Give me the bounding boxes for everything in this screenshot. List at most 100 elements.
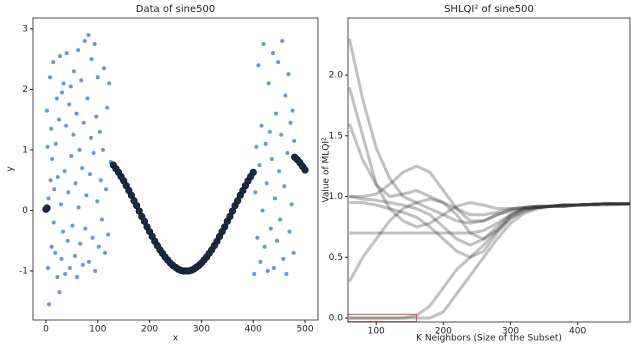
point <box>47 302 52 307</box>
point <box>69 153 74 158</box>
point <box>63 272 68 277</box>
point <box>74 111 79 116</box>
point <box>61 229 66 234</box>
point <box>73 181 78 186</box>
point <box>96 244 101 249</box>
point <box>282 184 287 189</box>
point <box>104 187 109 192</box>
point <box>88 172 92 177</box>
point <box>57 54 62 59</box>
point <box>76 48 81 53</box>
point <box>93 268 98 273</box>
line <box>347 86 630 229</box>
point <box>86 259 91 264</box>
point <box>281 256 286 261</box>
x-tick-label: 500 <box>296 325 313 335</box>
point <box>270 51 275 56</box>
plot-area <box>42 32 309 307</box>
point <box>261 42 266 47</box>
point <box>275 238 280 243</box>
line <box>349 202 630 320</box>
point <box>71 132 76 137</box>
point <box>265 268 270 273</box>
point <box>95 75 100 80</box>
point <box>95 199 100 204</box>
point <box>106 232 111 237</box>
point <box>71 69 76 74</box>
point <box>291 250 296 255</box>
point <box>301 166 309 174</box>
x-tick-label: 0 <box>43 325 49 335</box>
point <box>86 32 91 37</box>
point <box>78 241 83 246</box>
y-tick-label: -1 <box>19 266 28 276</box>
point <box>89 57 94 62</box>
point <box>292 138 297 143</box>
line <box>349 164 630 223</box>
point <box>262 244 267 249</box>
point <box>49 244 54 249</box>
point <box>53 141 58 146</box>
x-tick-label: 200 <box>435 327 452 337</box>
point <box>48 178 53 183</box>
line <box>348 197 630 283</box>
point <box>290 108 295 113</box>
y-tick-label: 0.0 <box>329 313 344 323</box>
x-axis-label: K Neighbors (Size of the Subset) <box>416 334 562 344</box>
point <box>249 168 257 176</box>
point <box>100 147 105 152</box>
point <box>280 38 285 43</box>
point <box>285 150 290 155</box>
point <box>259 123 264 128</box>
point <box>80 262 85 267</box>
y-tick-label: 2 <box>22 85 28 95</box>
point <box>67 102 72 107</box>
point <box>89 135 94 140</box>
point <box>52 187 57 192</box>
chart-title: Data of sine500 <box>136 4 215 15</box>
point <box>44 108 49 113</box>
point <box>60 90 65 95</box>
point <box>54 96 59 101</box>
y-axis-label: Value of MLQI² <box>322 137 332 203</box>
x-tick-label: 200 <box>141 325 158 335</box>
point <box>53 250 58 255</box>
point <box>98 178 103 183</box>
point <box>271 265 276 270</box>
plot-area <box>347 38 631 323</box>
point <box>287 229 292 234</box>
point <box>90 235 95 240</box>
point <box>79 78 84 83</box>
point <box>252 272 257 277</box>
point <box>75 275 80 280</box>
point <box>269 157 274 162</box>
point <box>64 123 69 128</box>
point <box>258 259 263 264</box>
point <box>94 114 99 119</box>
x-tick-label: 400 <box>245 325 262 335</box>
point <box>66 190 71 195</box>
point <box>62 169 67 174</box>
point <box>55 175 60 180</box>
point <box>272 196 277 201</box>
y-tick-label: 0.5 <box>329 253 343 263</box>
point <box>274 111 279 116</box>
line <box>347 123 630 217</box>
point <box>257 163 262 168</box>
point <box>279 132 284 137</box>
point <box>266 81 271 86</box>
point <box>45 144 50 149</box>
chart-title: SHLQI² of sine500 <box>444 4 534 15</box>
point <box>101 66 106 71</box>
point <box>64 51 69 56</box>
point <box>58 202 63 207</box>
axes-frame <box>32 17 319 321</box>
point <box>105 105 110 110</box>
point <box>59 256 64 261</box>
point <box>284 272 289 277</box>
point <box>51 60 56 65</box>
line <box>349 195 630 247</box>
point <box>72 253 77 258</box>
point <box>70 223 75 228</box>
y-axis-label: y <box>6 166 16 172</box>
